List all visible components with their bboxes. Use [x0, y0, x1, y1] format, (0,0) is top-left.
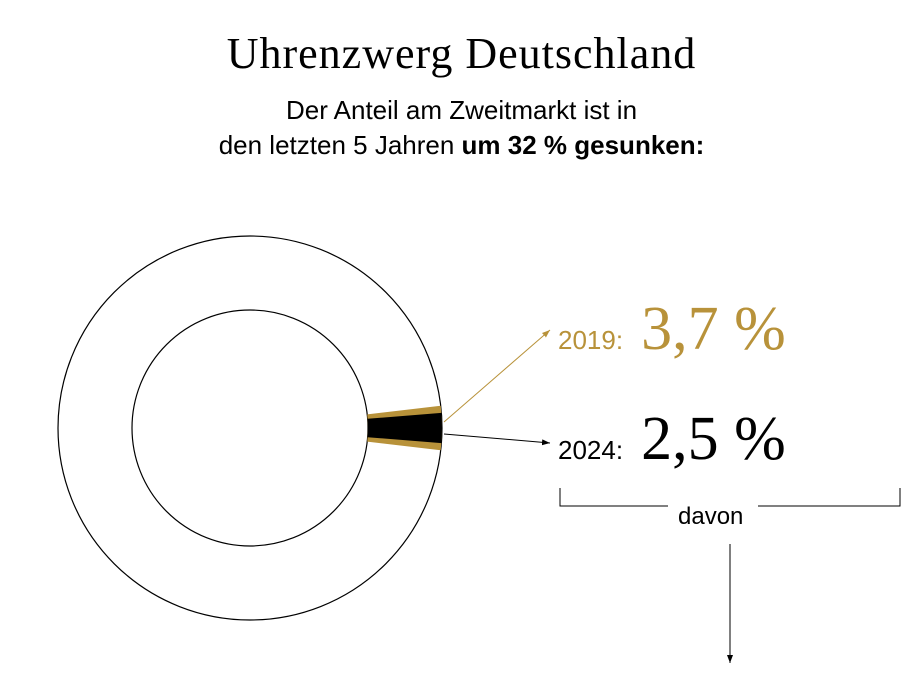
stat-2024-label: 2024:: [558, 435, 623, 466]
stat-2019-value: 3,7 %: [641, 298, 786, 360]
subtitle-bold: um 32 % gesunken:: [462, 130, 705, 160]
subtitle-line2a: den letzten 5 Jahren: [219, 130, 462, 160]
chart-area: 2019: 3,7 % 2024: 2,5 % davon: [0, 208, 923, 688]
stat-2019-label: 2019:: [558, 325, 623, 356]
subtitle: Der Anteil am Zweitmarkt ist in den letz…: [0, 93, 923, 163]
stat-2019: 2019: 3,7 %: [558, 298, 786, 360]
davon-label: davon: [678, 503, 743, 531]
stat-2024-value: 2,5 %: [641, 408, 786, 470]
subtitle-line1: Der Anteil am Zweitmarkt ist in: [286, 95, 637, 125]
stat-2024: 2024: 2,5 %: [558, 408, 786, 470]
page-title: Uhrenzwerg Deutschland: [0, 28, 923, 79]
